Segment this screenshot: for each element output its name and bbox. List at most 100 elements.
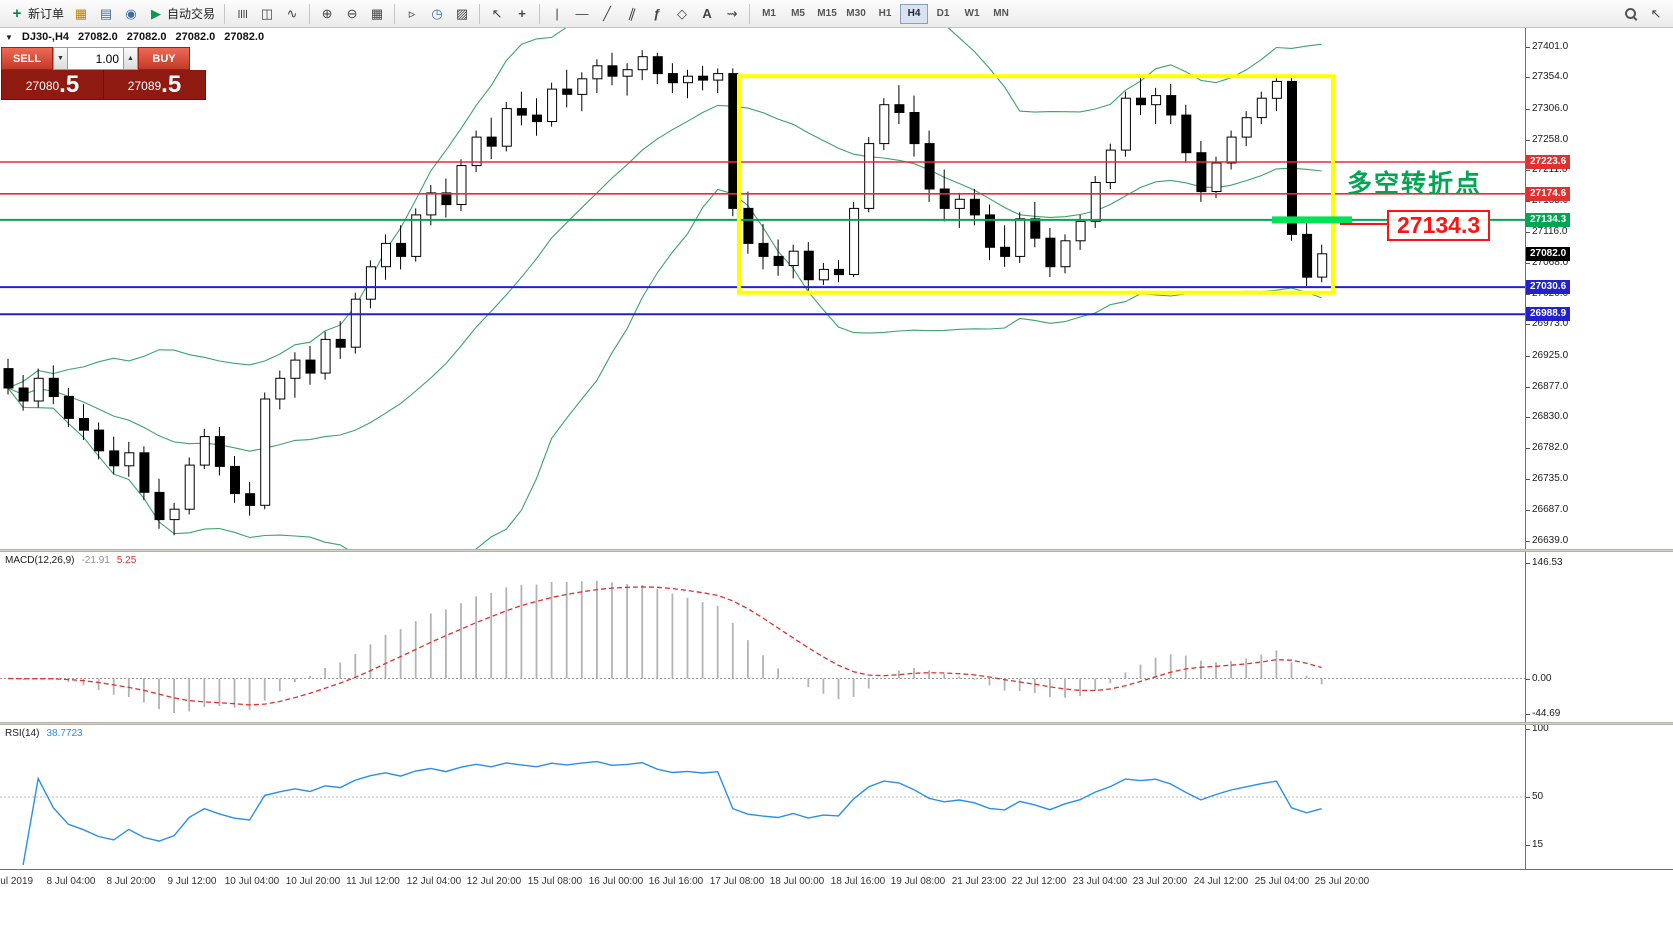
bar-chart-icon [234, 6, 250, 22]
candlestick-icon [259, 6, 275, 22]
timeframe-d1-button[interactable]: D1 [929, 4, 957, 24]
candle [547, 88, 558, 122]
candle [18, 387, 29, 402]
volume-increase-button[interactable] [123, 47, 138, 70]
zoom-in-button[interactable] [315, 2, 339, 26]
hline-icon [574, 6, 590, 22]
candle [667, 73, 678, 84]
rsi-axis[interactable]: 100 50 15 [1525, 725, 1673, 869]
tile-windows-button[interactable] [365, 2, 389, 26]
rsi-plot[interactable]: RSI(14) 38.7723 [0, 725, 1525, 869]
text-button[interactable] [695, 2, 719, 26]
new-chart-button[interactable] [69, 2, 93, 26]
candle [1045, 237, 1056, 268]
ohlc-open: 27082.0 [78, 31, 118, 43]
vertical-line-button[interactable] [545, 2, 569, 26]
time-label: 16 Jul 00:00 [588, 876, 644, 887]
candle [79, 418, 89, 431]
sell-button[interactable]: SELL [1, 47, 53, 70]
price-tag[interactable]: 27082.0 [1526, 247, 1571, 261]
price-axis[interactable]: 27401.027354.027306.027258.027211.027163… [1525, 28, 1673, 549]
rsi-canvas[interactable] [0, 725, 1525, 869]
buy-price[interactable]: 27089.5 [104, 70, 205, 99]
profiles-button[interactable] [94, 2, 118, 26]
timeframe-m1-button[interactable]: M1 [755, 4, 783, 24]
green-pivot-marker[interactable] [1272, 216, 1352, 224]
trendline-button[interactable] [595, 2, 619, 26]
period-button[interactable] [425, 2, 449, 26]
timeframe-w1-button[interactable]: W1 [958, 4, 986, 24]
time-axis[interactable]: 5 Jul 2019 8 Jul 04:00 8 Jul 20:00 9 Jul 12… [0, 869, 1673, 946]
sounds-button[interactable] [119, 2, 143, 26]
pointer-button[interactable] [1644, 2, 1668, 26]
price-tag[interactable]: 27134.3 [1526, 213, 1571, 227]
one-click-toggle-icon[interactable] [5, 31, 13, 43]
channel-button[interactable] [620, 2, 644, 26]
candle [532, 114, 542, 123]
timeframe-h4-button[interactable]: H4 [900, 3, 929, 24]
turning-point-label[interactable]: 多空转折点 [1347, 170, 1483, 198]
candle [1302, 233, 1313, 278]
price-axis-label: 27258.0 [1526, 134, 1569, 145]
candlestick-chart-button[interactable] [255, 2, 279, 26]
crosshair-button[interactable] [510, 2, 534, 26]
arrows-button[interactable] [720, 2, 744, 26]
line-chart-button[interactable] [280, 2, 304, 26]
cursor-button[interactable] [485, 2, 509, 26]
buy-button[interactable]: BUY [138, 47, 190, 70]
candle [1166, 95, 1177, 116]
timeframe-m5-button[interactable]: M5 [784, 4, 812, 24]
rsi-splitter[interactable] [0, 722, 1673, 725]
candle [63, 395, 74, 419]
price-axis-label: 27306.0 [1526, 103, 1569, 114]
candle [1000, 246, 1011, 257]
yellow-rectangle[interactable] [737, 74, 1335, 295]
price-tag[interactable]: 26988.9 [1526, 307, 1571, 321]
macd-axis[interactable]: 146.53 0.00 -44.69 [1525, 552, 1673, 722]
candle [818, 268, 829, 281]
main-chart-panel: DJ30-,H4 27082.0 27082.0 27082.0 27082.0… [0, 28, 1673, 549]
period-icon [429, 6, 445, 22]
fibonacci-button[interactable] [645, 2, 669, 26]
timeframe-mn-button[interactable]: MN [987, 4, 1015, 24]
vline-icon [549, 6, 565, 22]
candle [1136, 97, 1146, 106]
new-order-icon [9, 6, 25, 22]
horizontal-line-button[interactable] [570, 2, 594, 26]
candle [154, 491, 165, 521]
zoom-in-icon [319, 6, 335, 22]
main-chart-canvas[interactable] [0, 28, 1525, 549]
candle [305, 359, 316, 374]
line-chart-icon [284, 6, 300, 22]
price-tag[interactable]: 27174.6 [1526, 187, 1571, 201]
candle [411, 214, 422, 257]
pivot-price-callout[interactable]: 27134.3 [1387, 210, 1491, 241]
search-icon [1623, 6, 1639, 22]
timeframe-h1-button[interactable]: H1 [871, 4, 899, 24]
zoom-out-button[interactable] [340, 2, 364, 26]
candle [1317, 253, 1328, 278]
sell-price[interactable]: 27080.5 [2, 70, 103, 99]
new-order-button[interactable]: 新订单 [5, 2, 68, 26]
price-tag[interactable]: 27030.6 [1526, 280, 1571, 294]
strategy-tester-button[interactable] [400, 2, 424, 26]
time-label: 16 Jul 16:00 [648, 876, 704, 887]
macd-splitter[interactable] [0, 549, 1673, 552]
macd-plot[interactable]: MACD(12,26,9) -21.91 5.25 [0, 552, 1525, 722]
shapes-button[interactable] [670, 2, 694, 26]
templates-button[interactable] [450, 2, 474, 26]
volume-decrease-button[interactable] [53, 47, 68, 70]
main-chart-plot[interactable]: DJ30-,H4 27082.0 27082.0 27082.0 27082.0… [0, 28, 1525, 549]
candle [109, 450, 120, 467]
search-button[interactable] [1619, 2, 1643, 26]
price-tag[interactable]: 27223.6 [1526, 155, 1571, 169]
time-label: 24 Jul 12:00 [1193, 876, 1249, 887]
rsi-axis-label: 100 [1526, 725, 1549, 734]
volume-input[interactable] [68, 47, 123, 70]
bar-chart-button[interactable] [230, 2, 254, 26]
timeframe-m30-button[interactable]: M30 [842, 4, 870, 24]
macd-canvas[interactable] [0, 552, 1525, 722]
timeframe-m15-button[interactable]: M15 [813, 4, 841, 24]
autotrading-button[interactable]: 自动交易 [144, 2, 219, 26]
candle [501, 108, 512, 147]
